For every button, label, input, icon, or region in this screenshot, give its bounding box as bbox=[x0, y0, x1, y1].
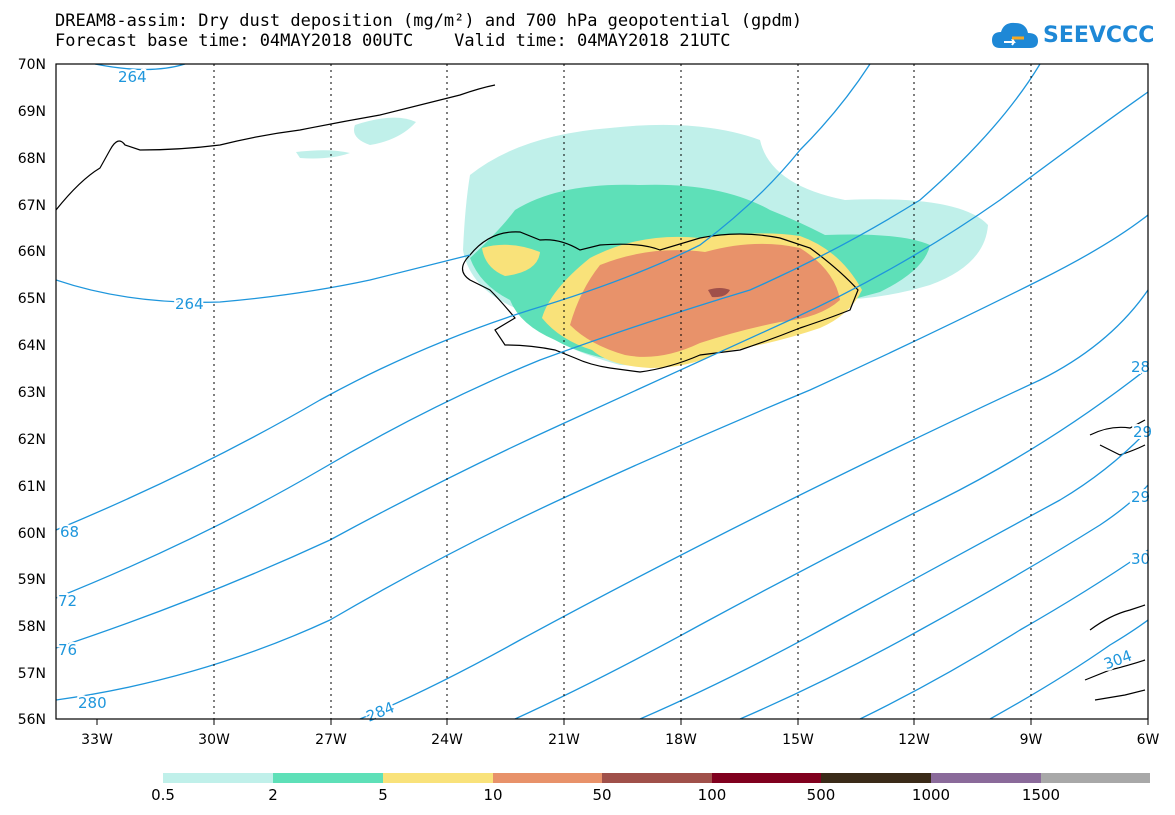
legend-label: 500 bbox=[806, 786, 836, 804]
legend-swatch bbox=[163, 773, 273, 783]
contour-label-group: 264 264 68 72 76 280 284 28 29 29 30 304 bbox=[56, 66, 1154, 728]
contour-label: 280 bbox=[78, 694, 107, 712]
lon-label: 33W bbox=[81, 732, 113, 748]
lat-label: 67N bbox=[18, 198, 46, 214]
contour-label: 68 bbox=[60, 523, 79, 541]
map-title: DREAM8-assim: Dry dust deposition (mg/m²… bbox=[55, 11, 803, 31]
legend-label: 50 bbox=[592, 786, 612, 804]
lon-label: 9W bbox=[1020, 732, 1043, 748]
lat-label: 65N bbox=[18, 291, 46, 307]
contour-label: 29 bbox=[1133, 423, 1152, 441]
contour-label: 28 bbox=[1131, 358, 1150, 376]
lat-label: 58N bbox=[18, 619, 46, 635]
contour-label: 72 bbox=[58, 592, 77, 610]
map-subtitle: Forecast base time: 04MAY2018 00UTC Vali… bbox=[55, 31, 731, 51]
legend-swatch bbox=[712, 773, 821, 783]
lat-label: 70N bbox=[18, 57, 46, 73]
legend-swatch bbox=[383, 773, 493, 783]
legend-swatch bbox=[931, 773, 1041, 783]
contour-label: 76 bbox=[58, 641, 77, 659]
lat-label: 62N bbox=[18, 432, 46, 448]
geopotential-contours bbox=[56, 64, 1148, 719]
lat-label: 56N bbox=[18, 712, 46, 728]
lon-label: 18W bbox=[665, 732, 697, 748]
cloud-icon bbox=[992, 22, 1038, 48]
contour-label: 304 bbox=[1101, 647, 1134, 674]
legend-swatch bbox=[273, 773, 383, 783]
legend-swatch bbox=[493, 773, 602, 783]
lon-label: 30W bbox=[198, 732, 230, 748]
lat-label: 64N bbox=[18, 338, 46, 354]
logo-text: SEEVCCC bbox=[1043, 23, 1155, 48]
dust-field-dark-red bbox=[708, 288, 730, 298]
longitude-labels: 33W 30W 27W 24W 21W 18W 15W 12W 9W 6W bbox=[81, 732, 1159, 748]
latitude-labels: 70N 69N 68N 67N 66N 65N 64N 63N 62N 61N … bbox=[18, 57, 46, 728]
legend-label: 1000 bbox=[911, 786, 951, 804]
legend-label: 2 bbox=[268, 786, 278, 804]
lat-label: 63N bbox=[18, 385, 46, 401]
contour-label: 264 bbox=[175, 295, 204, 313]
legend-swatch bbox=[821, 773, 931, 783]
contour-label: 284 bbox=[364, 698, 397, 725]
lon-label: 6W bbox=[1137, 732, 1160, 748]
lat-label: 69N bbox=[18, 104, 46, 120]
coastlines bbox=[56, 84, 1146, 701]
lon-label: 12W bbox=[898, 732, 930, 748]
dust-field-orange bbox=[570, 243, 840, 357]
lat-label: 60N bbox=[18, 526, 46, 542]
contour-label: 264 bbox=[118, 68, 147, 86]
legend-label: 0.5 bbox=[151, 786, 175, 804]
lat-label: 66N bbox=[18, 244, 46, 260]
legend-label: 5 bbox=[378, 786, 388, 804]
lat-label: 59N bbox=[18, 572, 46, 588]
axis-ticks bbox=[96, 719, 1149, 725]
legend-colorbar bbox=[163, 773, 1150, 783]
legend-label: 10 bbox=[483, 786, 503, 804]
graticule bbox=[213, 64, 1032, 719]
lon-label: 15W bbox=[782, 732, 814, 748]
legend-swatch bbox=[1041, 773, 1150, 783]
seevccc-logo: SEEVCCC bbox=[990, 18, 1160, 56]
lon-label: 21W bbox=[548, 732, 580, 748]
contour-label: 30 bbox=[1131, 550, 1150, 568]
lon-label: 24W bbox=[431, 732, 463, 748]
legend-label: 1500 bbox=[1021, 786, 1061, 804]
lat-label: 61N bbox=[18, 479, 46, 495]
contour-label: 29 bbox=[1131, 488, 1150, 506]
lon-label: 27W bbox=[315, 732, 347, 748]
lat-label: 68N bbox=[18, 151, 46, 167]
lat-label: 57N bbox=[18, 666, 46, 682]
map-frame bbox=[55, 63, 1149, 720]
legend-label: 100 bbox=[697, 786, 727, 804]
legend-swatch bbox=[602, 773, 712, 783]
